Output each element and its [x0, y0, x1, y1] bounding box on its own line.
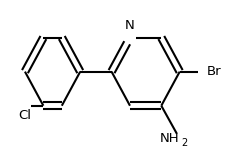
- Text: Cl: Cl: [18, 109, 31, 122]
- Text: N: N: [125, 19, 135, 32]
- Text: Br: Br: [206, 65, 221, 78]
- Text: NH: NH: [160, 132, 180, 145]
- Text: 2: 2: [181, 138, 188, 149]
